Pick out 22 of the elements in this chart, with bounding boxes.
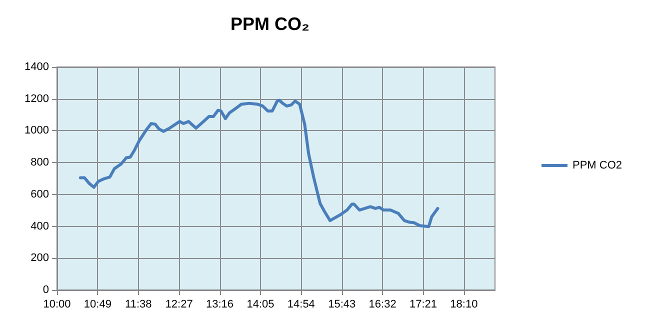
x-tick-label: 13:16 xyxy=(206,298,234,310)
x-tick-label: 12:27 xyxy=(165,298,193,310)
line-series xyxy=(78,98,440,228)
x-tick-label: 18:10 xyxy=(450,298,478,310)
y-tick-label: 400 xyxy=(30,220,49,232)
x-tick-label: 14:05 xyxy=(246,298,274,310)
legend-label: PPM CO2 xyxy=(572,160,622,172)
y-tick-label: 800 xyxy=(30,156,49,169)
x-tick-label: 11:38 xyxy=(125,298,152,310)
chart-title: PPM CO₂ xyxy=(230,14,310,34)
x-tick-label: 10:00 xyxy=(43,298,71,310)
x-tick-label: 10:49 xyxy=(84,298,112,310)
x-tick-label: 14:54 xyxy=(287,298,315,310)
x-tick-label: 16:32 xyxy=(368,298,396,310)
x-tick-label: 17:21 xyxy=(409,298,438,310)
y-tick-label: 0 xyxy=(42,284,49,296)
y-tick-label: 1200 xyxy=(24,92,49,105)
x-tick-label: 15:43 xyxy=(328,298,356,310)
y-tick-label: 200 xyxy=(30,252,49,264)
y-tick-label: 1400 xyxy=(24,61,49,73)
y-tick-label: 600 xyxy=(30,188,49,200)
y-tick-label: 1000 xyxy=(24,124,49,137)
